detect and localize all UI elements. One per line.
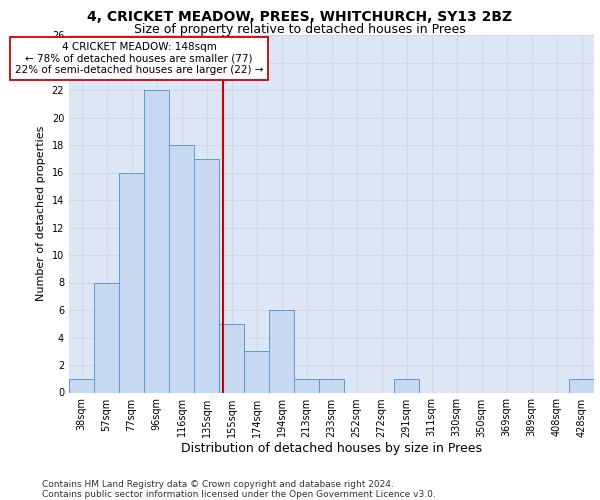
Bar <box>294 379 319 392</box>
Y-axis label: Number of detached properties: Number of detached properties <box>36 126 46 302</box>
Bar <box>244 351 269 393</box>
Bar <box>69 379 94 392</box>
Bar <box>219 324 244 392</box>
Bar <box>269 310 294 392</box>
Bar <box>394 379 419 392</box>
Bar <box>169 145 194 392</box>
Text: 4 CRICKET MEADOW: 148sqm
← 78% of detached houses are smaller (77)
22% of semi-d: 4 CRICKET MEADOW: 148sqm ← 78% of detach… <box>15 42 263 75</box>
Bar <box>119 172 144 392</box>
X-axis label: Distribution of detached houses by size in Prees: Distribution of detached houses by size … <box>181 442 482 456</box>
Bar <box>144 90 169 392</box>
Bar <box>94 282 119 393</box>
Bar <box>319 379 344 392</box>
Text: Contains HM Land Registry data © Crown copyright and database right 2024.
Contai: Contains HM Land Registry data © Crown c… <box>42 480 436 499</box>
Bar <box>194 159 219 392</box>
Bar <box>569 379 594 392</box>
Text: 4, CRICKET MEADOW, PREES, WHITCHURCH, SY13 2BZ: 4, CRICKET MEADOW, PREES, WHITCHURCH, SY… <box>88 10 512 24</box>
Text: Size of property relative to detached houses in Prees: Size of property relative to detached ho… <box>134 22 466 36</box>
